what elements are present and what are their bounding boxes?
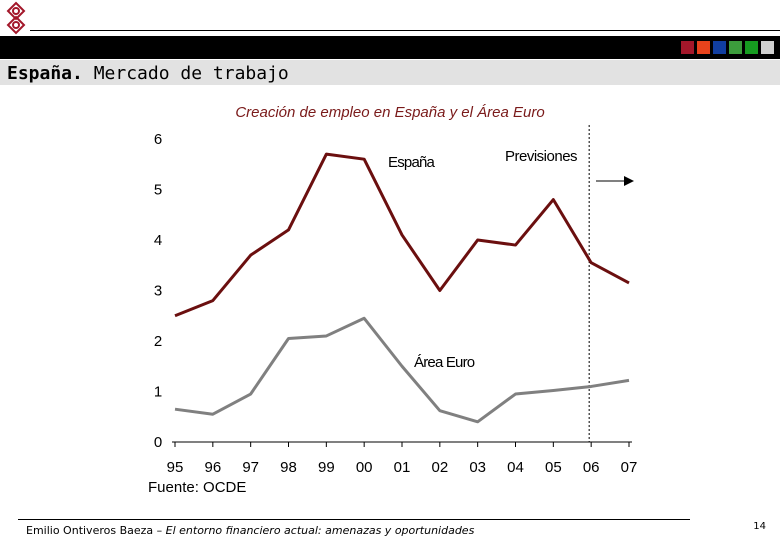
y-tick-label: 4 [154,232,162,249]
y-tick-label: 3 [154,283,162,300]
x-tick-label: 95 [167,459,184,476]
y-tick-label: 0 [154,434,162,451]
forecast-label: Previsiones [505,148,577,165]
title-bar: España. Mercado de trabajo [0,60,780,85]
y-tick-label: 2 [154,333,162,350]
footer-author: Emilio Ontiveros Baeza – [26,524,166,537]
x-tick-label: 04 [507,459,524,476]
footer-work: El entorno financiero actual: amenazas y… [165,524,475,537]
color-square [681,41,694,54]
forecast-arrow [596,176,634,186]
color-squares [681,41,774,54]
x-tick-label: 00 [356,459,373,476]
employment-chart: Creación de empleo en España y el Área E… [148,104,638,496]
page-title-bold: España. [7,63,83,84]
page-number: 14 [753,521,766,532]
page-title-rest: Mercado de trabajo [82,63,289,84]
x-tick-label: 03 [469,459,486,476]
x-tick-label: 99 [318,459,335,476]
chart-source: Fuente: OCDE [148,479,246,496]
color-square [729,41,742,54]
series-line-euro [174,316,630,424]
x-tick-label: 05 [545,459,562,476]
header-rule [30,30,780,31]
x-tick-label: 01 [394,459,411,476]
footer-rule [18,519,690,520]
color-square [697,41,710,54]
series-label-euro: Área Euro [414,354,475,371]
x-tick-label: 97 [242,459,259,476]
color-square [761,41,774,54]
chart-title: Creación de empleo en España y el Área E… [235,104,544,121]
page-title: España. Mercado de trabajo [7,63,289,84]
color-square [713,41,726,54]
header-band [0,36,780,59]
color-square [745,41,758,54]
x-tick-label: 07 [621,459,638,476]
x-tick-label: 96 [204,459,221,476]
x-tick-label: 06 [583,459,600,476]
x-tick-label: 98 [280,459,297,476]
y-tick-label: 1 [154,384,162,401]
y-tick-label: 5 [154,182,162,199]
series-line-spain [174,152,630,318]
x-tick-label: 02 [431,459,448,476]
footer-citation: Emilio Ontiveros Baeza – El entorno fina… [26,524,474,537]
y-tick-label: 6 [154,131,162,148]
logo-icon [6,1,26,35]
series-label-spain: España [388,154,436,171]
